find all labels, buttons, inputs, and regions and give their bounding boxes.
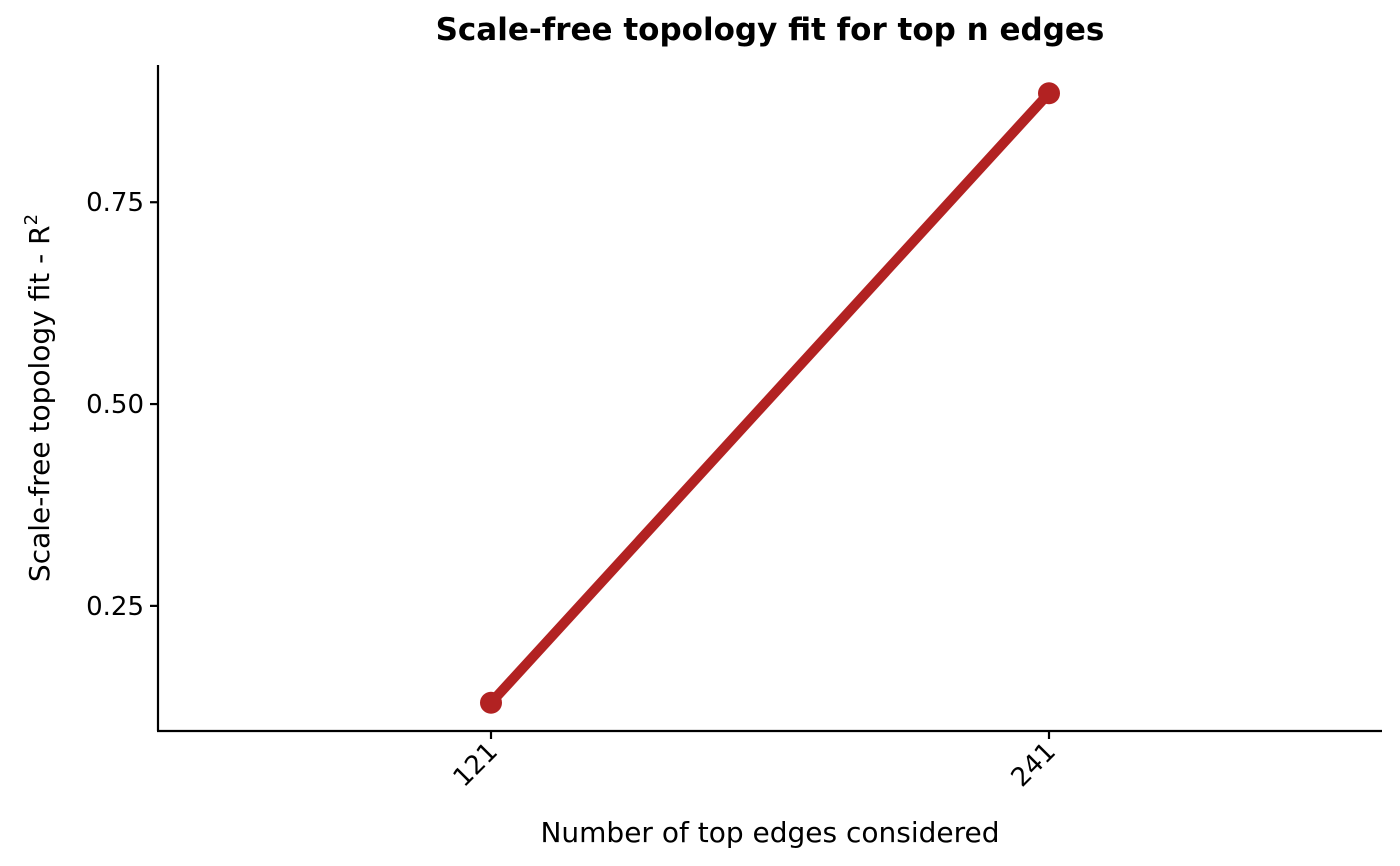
y-tick-label: 0.50: [86, 390, 144, 420]
x-ticks: 121 241: [448, 731, 1062, 793]
x-axis: 121 241: [157, 729, 1382, 793]
data-point: [480, 691, 502, 714]
x-tick-label: 241: [1006, 737, 1062, 793]
plot-area: [480, 82, 1060, 714]
y-axis-label: Scale-free topology fit - R2: [21, 214, 56, 582]
x-tick-label: 121: [448, 737, 504, 793]
y-axis-label-superscript: 2: [21, 214, 42, 225]
y-tick-label: 0.25: [86, 592, 144, 622]
series-line: [487, 89, 1053, 707]
y-axis-label-text: Scale-free topology fit - R: [23, 225, 56, 582]
y-axis: 0.25 0.50 0.75: [86, 65, 160, 731]
x-axis-label: Number of top edges considered: [540, 816, 999, 849]
data-point: [1038, 82, 1060, 105]
y-ticks: 0.25 0.50 0.75: [86, 188, 158, 622]
chart-title: Scale-free topology fit for top n edges: [436, 12, 1105, 48]
y-tick-label: 0.75: [86, 188, 144, 218]
